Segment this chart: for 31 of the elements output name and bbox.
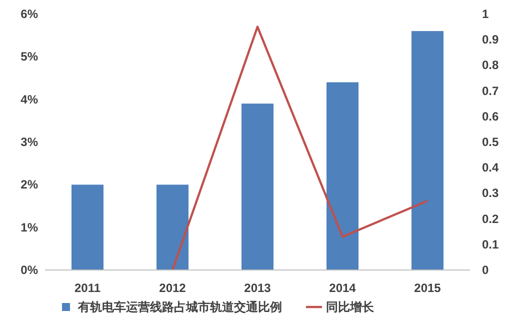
x-tick-label: 2011 [74, 281, 101, 295]
y-tick-label: 6% [20, 7, 38, 21]
y2-tick-label: 0 [482, 263, 489, 277]
y-tick-label: 5% [20, 50, 38, 64]
y-tick-label: 1% [20, 220, 38, 234]
x-tick-label: 2012 [159, 281, 186, 295]
y2-tick-label: 0.5 [482, 135, 500, 149]
y-tick-label: 3% [20, 135, 38, 149]
bar [242, 104, 274, 270]
legend-label: 有轨电车运营线路占城市轨道交通比例 [77, 300, 282, 314]
legend-label: 同比增长 [326, 300, 375, 314]
y2-tick-label: 0.9 [482, 32, 500, 47]
bar [326, 82, 358, 270]
y2-tick-label: 0.1 [482, 237, 500, 252]
x-tick-label: 2013 [244, 281, 272, 295]
y2-tick-label: 1 [482, 7, 489, 21]
y2-tick-label: 0.2 [482, 212, 500, 226]
y2-tick-label: 0.3 [482, 186, 500, 200]
y2-tick-label: 0.4 [482, 160, 500, 175]
y-tick-label: 0% [20, 263, 38, 277]
x-tick-label: 2014 [329, 281, 356, 295]
bar [72, 184, 104, 270]
y2-tick-label: 0.6 [482, 109, 500, 124]
y-tick-label: 2% [20, 178, 38, 192]
bar [156, 184, 188, 270]
line-series [171, 26, 429, 272]
x-tick-label: 2015 [414, 281, 442, 295]
y2-tick-label: 0.7 [482, 84, 500, 98]
y-tick-label: 4% [20, 92, 38, 106]
y2-tick-label: 0.8 [482, 58, 500, 72]
bar [412, 31, 444, 270]
